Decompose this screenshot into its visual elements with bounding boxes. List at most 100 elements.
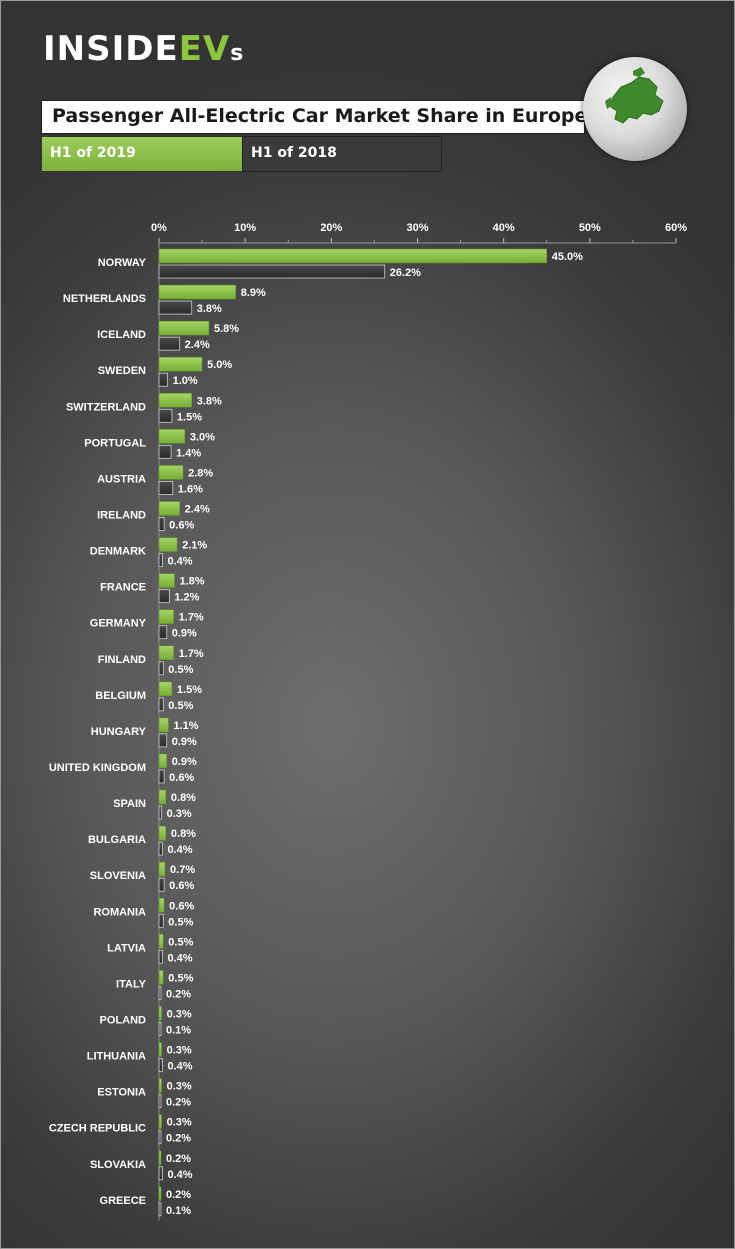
value-label-2018: 0.4% bbox=[167, 952, 192, 964]
x-tick-label: 40% bbox=[493, 222, 515, 234]
x-tick-label: 10% bbox=[234, 222, 256, 234]
value-label-2019: 5.8% bbox=[214, 323, 239, 335]
value-label-2018: 1.2% bbox=[174, 592, 199, 604]
value-label-2019: 3.0% bbox=[190, 431, 215, 443]
bar-2018 bbox=[158, 1058, 163, 1072]
bar-2018 bbox=[158, 336, 181, 351]
bar-2019 bbox=[158, 609, 174, 624]
value-label-2019: 3.8% bbox=[197, 395, 222, 407]
bar-2018 bbox=[158, 372, 169, 387]
legend-label-2019: H1 of 2019 bbox=[50, 145, 136, 161]
value-label-2019: 0.2% bbox=[166, 1189, 191, 1201]
value-label-2018: 3.8% bbox=[197, 303, 222, 315]
x-tick-label: 30% bbox=[406, 222, 428, 234]
value-label-2019: 0.5% bbox=[168, 972, 193, 984]
bar-2019 bbox=[158, 645, 174, 661]
legend-item-2018: H1 of 2018 bbox=[242, 136, 442, 172]
value-label-2019: 45.0% bbox=[552, 251, 583, 263]
value-label-2019: 0.8% bbox=[171, 792, 196, 804]
bar-2018 bbox=[158, 877, 165, 892]
bar-2018 bbox=[158, 625, 168, 640]
bar-2019 bbox=[158, 1150, 162, 1165]
bar-2018 bbox=[158, 408, 173, 423]
value-label-2019: 0.3% bbox=[167, 1008, 192, 1020]
category-label: BULGARIA bbox=[88, 834, 146, 846]
bar-2018 bbox=[158, 986, 162, 1000]
bar-2019 bbox=[158, 1114, 162, 1129]
legend-item-2019: H1 of 2019 bbox=[41, 136, 244, 172]
category-label: FINLAND bbox=[98, 654, 146, 666]
bar-2019 bbox=[158, 970, 164, 985]
category-label: NETHERLANDS bbox=[63, 293, 146, 305]
bar-2018 bbox=[158, 949, 163, 964]
value-label-2018: 0.2% bbox=[166, 1133, 191, 1145]
bar-2018 bbox=[158, 697, 164, 712]
category-label: GREECE bbox=[100, 1195, 146, 1207]
category-label: CZECH REPUBLIC bbox=[49, 1123, 146, 1135]
value-label-2018: 1.5% bbox=[177, 411, 202, 423]
bar-2019 bbox=[158, 934, 164, 949]
value-label-2018: 0.9% bbox=[172, 628, 197, 640]
value-label-2019: 0.5% bbox=[168, 936, 193, 948]
bar-2019 bbox=[158, 248, 547, 264]
bar-2018 bbox=[158, 841, 163, 856]
category-label: FRANCE bbox=[100, 582, 146, 594]
bar-2018 bbox=[158, 553, 163, 567]
europe-globe-icon bbox=[583, 57, 687, 161]
x-tick-label: 20% bbox=[320, 222, 342, 234]
bar-2019 bbox=[158, 537, 178, 552]
legend-label-2018: H1 of 2018 bbox=[251, 145, 337, 161]
category-label: ICELAND bbox=[97, 329, 146, 341]
value-label-2019: 1.5% bbox=[177, 684, 202, 696]
bar-2019 bbox=[158, 753, 168, 769]
value-label-2018: 1.6% bbox=[178, 483, 203, 495]
value-label-2018: 2.4% bbox=[185, 339, 210, 351]
value-label-2019: 2.8% bbox=[188, 467, 213, 479]
category-label: SPAIN bbox=[113, 798, 146, 810]
bar-2019 bbox=[158, 465, 184, 480]
value-label-2019: 2.4% bbox=[185, 503, 210, 515]
value-label-2019: 0.3% bbox=[167, 1081, 192, 1093]
bar-2019 bbox=[158, 1042, 162, 1057]
value-label-2018: 0.2% bbox=[166, 1097, 191, 1109]
bar-2019 bbox=[158, 825, 167, 841]
value-label-2019: 0.3% bbox=[167, 1117, 192, 1129]
bar-2019 bbox=[158, 681, 173, 697]
bar-2019 bbox=[158, 356, 203, 372]
bar-2019 bbox=[158, 789, 167, 805]
value-label-2018: 0.6% bbox=[169, 519, 194, 531]
value-label-2018: 0.5% bbox=[168, 700, 193, 712]
value-label-2019: 0.6% bbox=[169, 900, 194, 912]
bar-2018 bbox=[158, 1022, 162, 1036]
bar-2018 bbox=[158, 300, 193, 315]
bar-2019 bbox=[158, 320, 210, 336]
category-label: POLAND bbox=[100, 1014, 147, 1026]
value-label-2019: 0.8% bbox=[171, 828, 196, 840]
category-label: ESTONIA bbox=[97, 1087, 146, 1099]
value-label-2019: 0.2% bbox=[166, 1153, 191, 1165]
category-label: GERMANY bbox=[90, 618, 147, 630]
insideevs-logo: INSIDEEVs bbox=[43, 29, 245, 69]
bar-2018 bbox=[158, 589, 170, 604]
bar-2019 bbox=[158, 573, 175, 588]
bar-2019 bbox=[158, 717, 169, 733]
category-label: PORTUGAL bbox=[84, 437, 146, 449]
value-label-2019: 8.9% bbox=[241, 287, 266, 299]
value-label-2018: 0.4% bbox=[167, 556, 192, 568]
category-label: HUNGARY bbox=[91, 726, 147, 738]
category-label: LATVIA bbox=[107, 942, 146, 954]
value-label-2018: 1.0% bbox=[173, 375, 198, 387]
value-label-2018: 1.4% bbox=[176, 447, 201, 459]
bar-2019 bbox=[158, 284, 236, 300]
title-box: Passenger All-Electric Car Market Share … bbox=[41, 100, 587, 134]
value-label-2018: 0.5% bbox=[168, 664, 193, 676]
category-label: NORWAY bbox=[98, 257, 147, 269]
bar-2018 bbox=[158, 661, 164, 676]
value-label-2019: 1.7% bbox=[179, 648, 204, 660]
bar-2018 bbox=[158, 1130, 162, 1145]
x-tick-label: 0% bbox=[151, 222, 167, 234]
category-label: UNITED KINGDOM bbox=[49, 762, 146, 774]
bar-2019 bbox=[158, 501, 180, 516]
category-label: LITHUANIA bbox=[87, 1051, 146, 1063]
category-label: SLOVAKIA bbox=[90, 1159, 146, 1171]
